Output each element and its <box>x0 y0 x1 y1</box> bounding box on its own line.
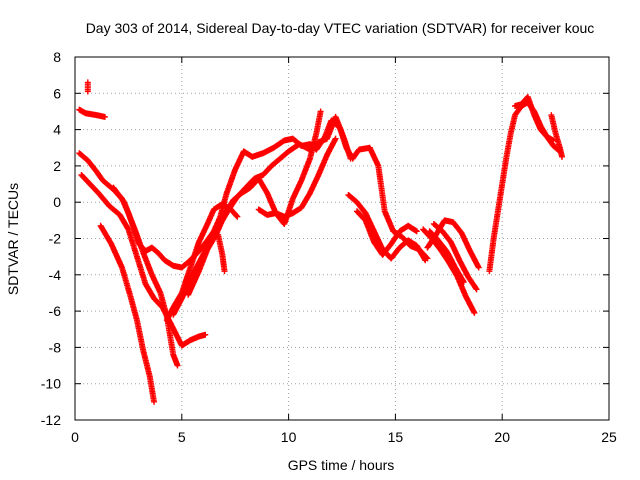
series-track-5 <box>97 222 158 405</box>
y-tick-label: -2 <box>49 231 62 247</box>
y-tick-label: 6 <box>53 85 61 101</box>
y-tick-label: -10 <box>41 376 61 392</box>
point-markers <box>430 220 480 293</box>
y-tick-label: -8 <box>49 339 62 355</box>
point-markers <box>76 106 108 120</box>
y-tick-label: 2 <box>53 158 61 174</box>
y-tick-label: -12 <box>41 412 61 428</box>
point-markers <box>97 222 158 405</box>
y-tick-labels: -12 -10 -8 -6 -4 -2 0 2 4 6 8 <box>41 49 61 428</box>
series-track-2 <box>84 79 91 95</box>
point-markers <box>84 79 91 95</box>
y-tick-label: 0 <box>53 194 61 210</box>
point-markers <box>512 93 557 144</box>
y-tick-label: 4 <box>53 122 61 138</box>
point-markers <box>215 231 228 275</box>
y-axis-label: SDTVAR / TECUs <box>5 183 21 295</box>
point-markers <box>353 208 420 258</box>
axis-ticks <box>74 56 610 421</box>
x-tick-label: 15 <box>388 429 404 445</box>
x-tick-label: 20 <box>494 429 510 445</box>
series-track-11 <box>255 135 339 220</box>
series-track-19 <box>512 93 557 144</box>
x-tick-label: 0 <box>71 429 79 445</box>
series-track-20 <box>548 112 566 160</box>
point-markers <box>255 135 339 220</box>
x-tick-labels: 0 5 10 15 20 25 <box>71 429 617 445</box>
x-tick-label: 10 <box>281 429 297 445</box>
y-tick-label: -6 <box>49 303 62 319</box>
series-track-1 <box>76 106 108 120</box>
series-track-6 <box>110 184 181 369</box>
series-track-9 <box>163 201 241 324</box>
series-track-16 <box>430 220 480 293</box>
point-markers <box>170 113 354 318</box>
grid-lines <box>75 57 609 420</box>
series-track-12 <box>345 191 429 264</box>
point-markers <box>345 191 429 264</box>
point-markers <box>163 201 241 324</box>
point-markers <box>110 184 181 369</box>
y-tick-label: 8 <box>53 49 61 65</box>
point-markers <box>548 112 566 160</box>
y-tick-label: -4 <box>49 267 62 283</box>
point-markers <box>426 228 467 286</box>
series-track-13 <box>353 208 420 258</box>
series-track-10 <box>215 231 228 275</box>
chart-title: Day 303 of 2014, Sidereal Day-to-day VTE… <box>86 20 595 36</box>
series-track-7 <box>170 113 354 318</box>
x-axis-label: GPS time / hours <box>288 457 395 473</box>
series-track-17 <box>426 228 467 286</box>
x-tick-label: 25 <box>601 429 617 445</box>
x-tick-label: 5 <box>178 429 186 445</box>
data-points <box>76 79 566 405</box>
